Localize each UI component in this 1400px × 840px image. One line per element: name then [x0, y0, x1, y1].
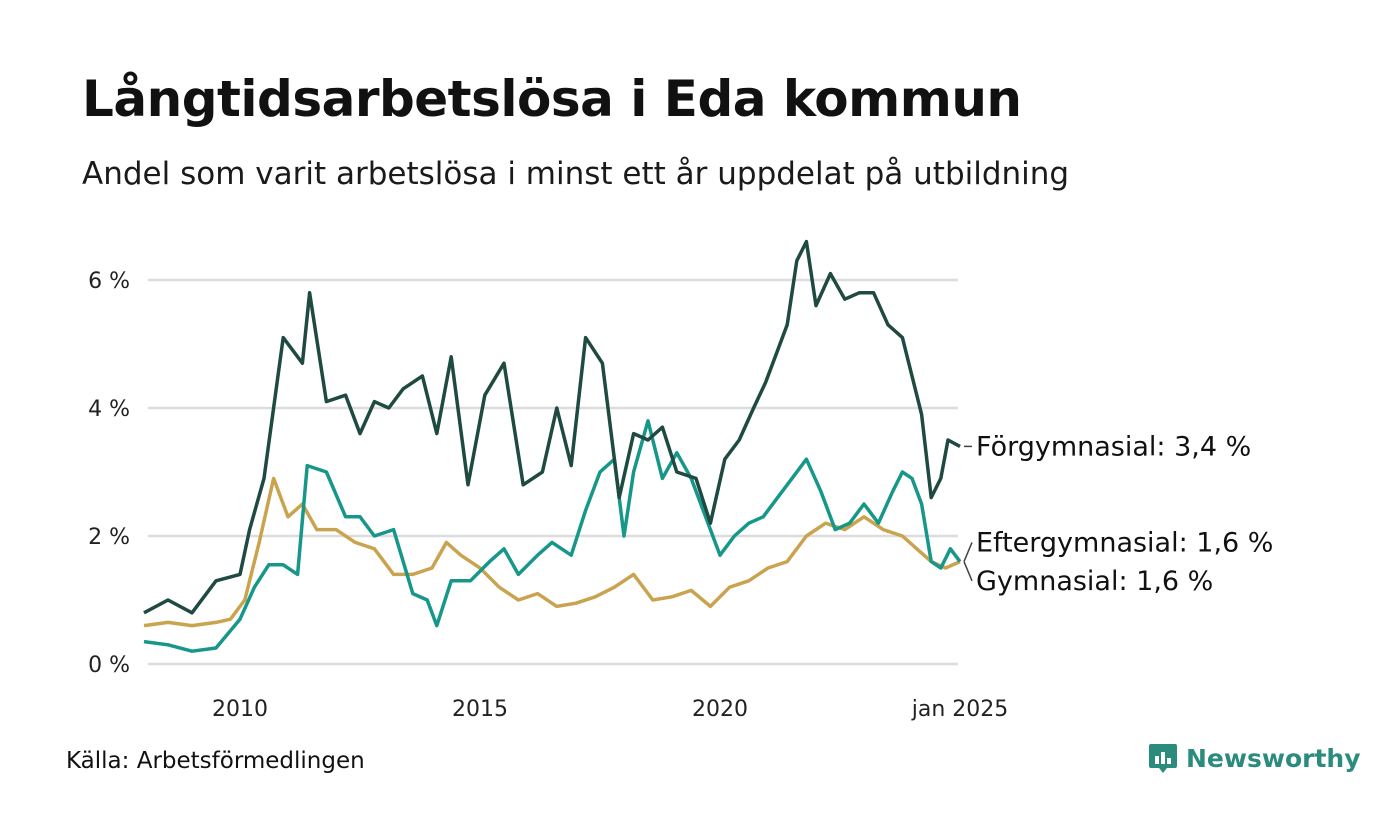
x-tick-label: 2015 [452, 697, 508, 722]
series-lines [143, 239, 962, 653]
x-tick-label: 2020 [692, 697, 748, 722]
x-tick-label: 2010 [212, 697, 268, 722]
y-axis-ticks: 0 % 2 % 4 % 6 % [88, 269, 130, 678]
chart-subtitle: Andel som varit arbetslösa i minst ett å… [82, 156, 1070, 192]
y-tick-label: 6 % [88, 269, 130, 294]
brand-logo: Newsworthy [1148, 742, 1361, 774]
label-leader [963, 561, 973, 582]
x-axis-ticks: 2010 2015 2020 jan 2025 [212, 697, 1008, 722]
chart-title: Långtidsarbetslösa i Eda kommun [82, 70, 1022, 128]
brand-name: Newsworthy [1186, 743, 1361, 773]
source-note: Källa: Arbetsförmedlingen [66, 748, 365, 774]
series-line-eftergymnasial [143, 419, 962, 653]
end-label-förgymnasial: Förgymnasial: 3,4 % [976, 431, 1251, 462]
y-tick-label: 4 % [88, 397, 130, 422]
label-leader [963, 542, 973, 562]
end-label-gymnasial: Gymnasial: 1,6 % [976, 566, 1213, 597]
newsworthy-icon [1149, 744, 1177, 773]
y-tick-label: 2 % [88, 525, 130, 550]
series-line-gymnasial [143, 476, 961, 628]
end-label-eftergymnasial: Eftergymnasial: 1,6 % [976, 527, 1273, 558]
y-tick-label: 0 % [88, 653, 130, 678]
x-tick-label: jan 2025 [911, 697, 1009, 722]
series-line-förgymnasial [143, 239, 961, 615]
end-labels: Förgymnasial: 3,4 % Eftergymnasial: 1,6 %… [963, 431, 1273, 597]
gridlines [148, 278, 958, 666]
